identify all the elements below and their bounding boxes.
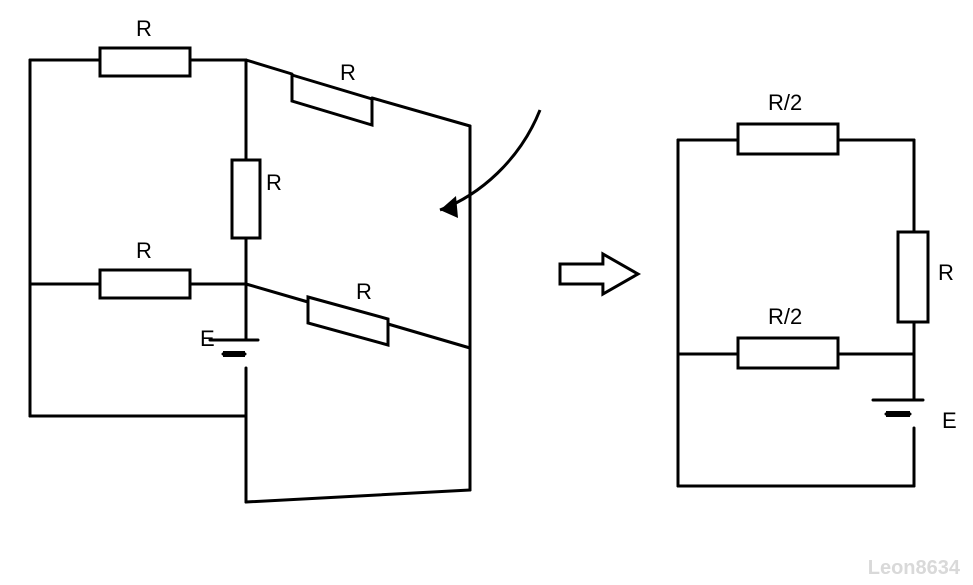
resistor-label: R	[340, 60, 356, 85]
resistor-label: R/2	[768, 304, 802, 329]
resistor-label: R	[136, 238, 152, 263]
battery-label: E	[942, 408, 957, 433]
resistor-label: R	[356, 279, 372, 304]
resistor-label: R/2	[768, 90, 802, 115]
transform-arrow	[560, 254, 638, 294]
watermark: Leon8634	[868, 557, 961, 579]
resistor-label: R	[136, 16, 152, 41]
resistor-label: R	[938, 260, 954, 285]
fold-arrow	[440, 110, 540, 210]
circuit-diagram: R R R R R E R/2 R/2 R E Leon8634	[0, 0, 973, 585]
resistor-label: R	[266, 170, 282, 195]
battery-label: E	[200, 326, 215, 351]
right-circuit: R/2 R/2 R E	[678, 90, 957, 486]
left-circuit: R R R R R E	[30, 16, 540, 502]
